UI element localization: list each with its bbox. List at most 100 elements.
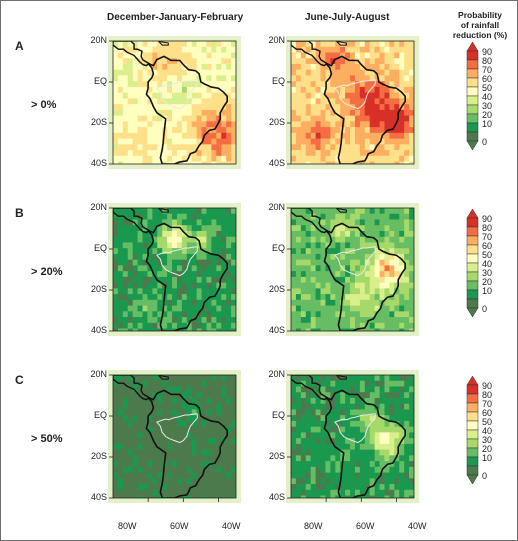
- lat-label: EQ: [271, 243, 285, 253]
- row-letter-a: A: [15, 39, 24, 53]
- legend-swatch: [466, 384, 479, 395]
- basin-outline: [334, 413, 376, 444]
- lat-label: 40S: [268, 325, 285, 335]
- legend-swatch: [466, 289, 479, 300]
- legend-tick-label: 20: [482, 444, 493, 454]
- lon-label: 40W: [222, 521, 241, 531]
- legend-swatch: [466, 77, 479, 88]
- coastline: [335, 41, 347, 46]
- lat-label: EQ: [93, 243, 107, 253]
- legend-swatch: [466, 402, 479, 413]
- coastline: [291, 375, 329, 401]
- legend-swatch: [466, 122, 479, 133]
- lon-label: 40W: [408, 521, 427, 531]
- legend-arrow-down: [466, 307, 479, 318]
- lat-label: EQ: [93, 76, 107, 86]
- lat-label: 40S: [268, 492, 285, 502]
- legend-arrow-up: [466, 208, 479, 219]
- lat-label: EQ: [271, 76, 285, 86]
- legend-tick-label: 80: [482, 56, 493, 66]
- legend-swatch: [466, 244, 479, 255]
- row-letter-c: C: [15, 373, 24, 387]
- legend-swatch: [466, 235, 479, 246]
- coastline: [145, 222, 228, 331]
- legend-swatch: [466, 253, 479, 264]
- legend-swatch: [466, 429, 479, 440]
- legend-tick-label: 70: [482, 65, 493, 75]
- coastline: [291, 208, 329, 234]
- threshold-label: > 20%: [31, 266, 63, 278]
- coastline: [145, 55, 228, 164]
- lon-label: 60W: [170, 521, 189, 531]
- lat-label: 20S: [268, 284, 285, 294]
- coastline: [157, 375, 169, 380]
- legend-swatch: [466, 226, 479, 237]
- legend-title: Probability of rainfall reduction (%): [437, 10, 518, 40]
- basin-outline: [156, 246, 198, 277]
- legend-tick-label: 50: [482, 250, 493, 260]
- legend-swatch: [466, 271, 479, 282]
- lat-label: 40S: [90, 492, 107, 502]
- row-letter-b: B: [15, 206, 24, 220]
- legend-arrow-down: [466, 140, 479, 151]
- column-title-djf: December-January-February: [107, 12, 244, 23]
- legend-tick-label: 80: [482, 390, 493, 400]
- legend-swatch: [466, 50, 479, 61]
- legend-title-line: reduction (%): [452, 30, 508, 40]
- lat-label: 20N: [268, 369, 285, 379]
- map-panel: [291, 375, 414, 498]
- coastline: [335, 208, 347, 213]
- lat-label: 40S: [90, 158, 107, 168]
- threshold-label: > 50%: [31, 433, 63, 445]
- legend-arrow-up: [466, 41, 479, 52]
- coastline: [113, 375, 151, 401]
- legend-tick-label: 60: [482, 74, 493, 84]
- map-panel: [113, 208, 236, 331]
- legend-swatch: [466, 438, 479, 449]
- legend-tick-label: 50: [482, 83, 493, 93]
- lat-label: EQ: [93, 410, 107, 420]
- lon-label: 60W: [356, 521, 375, 531]
- basin-outline: [156, 413, 198, 444]
- legend-tick-label: 60: [482, 241, 493, 251]
- legend-swatch: [466, 113, 479, 124]
- legend-swatch: [466, 447, 479, 458]
- legend-tick-label: 30: [482, 268, 493, 278]
- legend-swatch: [466, 465, 479, 476]
- map-panel: [113, 41, 236, 164]
- legend-tick-label: 90: [482, 214, 493, 224]
- lat-label: 20S: [90, 451, 107, 461]
- legend-tick-label: 0: [482, 471, 488, 481]
- lat-label: 20N: [268, 35, 285, 45]
- legend-swatch: [466, 217, 479, 228]
- legend-swatch: [466, 104, 479, 115]
- basin-outline: [334, 246, 376, 277]
- map-frame: [112, 207, 237, 332]
- legend-tick-label: 90: [482, 47, 493, 57]
- lat-label: 20N: [90, 202, 107, 212]
- column-title-jja: June-July-August: [305, 12, 390, 23]
- coastline: [323, 222, 406, 331]
- map-panel: [113, 375, 236, 498]
- legend-swatch: [466, 68, 479, 79]
- basin-outline: [156, 79, 198, 110]
- coastline: [291, 41, 329, 67]
- lat-label: 20N: [268, 202, 285, 212]
- map-panel: [291, 41, 414, 164]
- legend-tick-label: 10: [482, 453, 493, 463]
- lat-label: 40S: [90, 325, 107, 335]
- lon-label: 80W: [118, 521, 137, 531]
- legend-tick-label: 20: [482, 110, 493, 120]
- lat-label: 40S: [268, 158, 285, 168]
- legend-swatch: [466, 393, 479, 404]
- coastline: [323, 389, 406, 498]
- map-frame: [290, 207, 415, 332]
- legend-tick-label: 70: [482, 399, 493, 409]
- coastline: [145, 389, 228, 498]
- legend-tick-label: 40: [482, 426, 493, 436]
- coastline: [113, 208, 151, 234]
- coastline: [157, 208, 169, 213]
- lat-label: 20N: [90, 369, 107, 379]
